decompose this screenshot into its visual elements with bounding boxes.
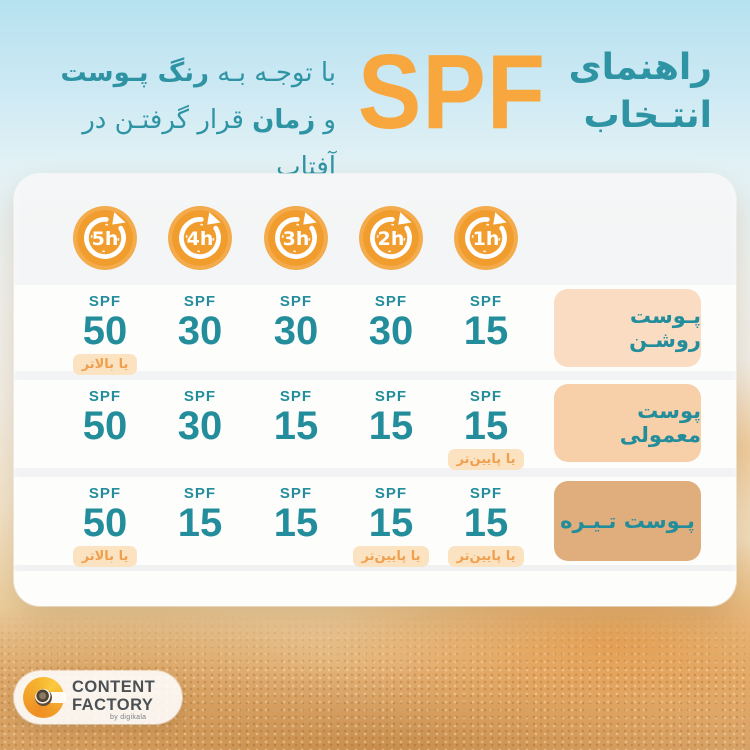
spf-cell: SPF 15 [250, 388, 342, 447]
or-higher-badge: یا بالاتر [72, 354, 138, 375]
or-lower-badge: یا پایین‌تر [447, 546, 525, 567]
spf-label: SPF [469, 293, 503, 310]
spf-label: SPF [88, 485, 122, 502]
spf-label: SPF [279, 485, 313, 502]
spf-cell: SPF 15 [154, 485, 246, 544]
spf-cell: SPF 15 یا پایین‌تر [345, 485, 437, 567]
logo-line2: FACTORY [72, 695, 154, 714]
spf-cell: SPF 50 یا بالاتر [59, 485, 151, 567]
spf-label: SPF [183, 388, 217, 405]
page-title-line1: راهنمای [568, 47, 712, 88]
spf-value: 15 [273, 501, 319, 545]
skin-type-light: پـوست روشـن [554, 289, 701, 367]
clock-3h-label: 3h [282, 228, 310, 250]
clock-icon-2h: 2h [358, 205, 424, 271]
clock-4h-label: 4h [186, 228, 214, 250]
spf-value: 30 [177, 404, 223, 448]
clock-4h-graphic [168, 206, 232, 270]
subtitle-line1: با توجـه بـه رنگ پـوست [60, 58, 337, 88]
spf-value: 15 [368, 501, 414, 545]
page-subtitle: با توجـه بـه رنگ پـوست و زمان قرار گرفتـ… [36, 50, 337, 191]
spf-value: 15 [177, 501, 223, 545]
spf-label: SPF [374, 388, 408, 405]
spf-cell: SPF 50 [59, 388, 151, 447]
spf-label: SPF [374, 485, 408, 502]
or-lower-badge: یا پایین‌تر [352, 546, 430, 567]
skin-type-dark: پـوست تـیـره [554, 481, 701, 561]
spf-cell: SPF 30 [154, 388, 246, 447]
spf-cell: SPF 30 [345, 293, 437, 352]
spf-cell: SPF 15 [440, 293, 532, 352]
card-footer-strip [14, 571, 736, 606]
clock-1h-label: 1h [472, 228, 500, 250]
spf-cell: SPF 15 [345, 388, 437, 447]
spf-label: SPF [279, 293, 313, 310]
spf-label: SPF [469, 485, 503, 502]
spf-label: SPF [374, 293, 408, 310]
clock-5h-graphic [73, 206, 137, 270]
clock-icon-5h: 5h [72, 205, 138, 271]
logo-byline: by digikala [110, 714, 147, 721]
c-notch [48, 692, 66, 703]
spf-value: 50 [82, 404, 128, 448]
spf-label: SPF [279, 388, 313, 405]
spf-label: SPF [88, 293, 122, 310]
table-row-light-skin: SPF 50 یا بالاتر SPF 30 SPF 30 SPF 30 SP… [14, 285, 736, 375]
camera-lens-icon [35, 689, 52, 706]
spf-cell: SPF 30 [154, 293, 246, 352]
clock-2h-label: 2h [377, 228, 405, 250]
clock-1h-graphic [454, 206, 518, 270]
spf-cell: SPF 15 یا پایین‌تر [440, 485, 532, 567]
page-title: راهنمای انتـخاب [532, 44, 712, 140]
table-row-normal-skin: SPF 50 SPF 30 SPF 15 SPF 15 SPF 15 یا پا… [14, 380, 736, 470]
content-factory-c-icon [23, 677, 66, 718]
spf-value: 15 [463, 404, 509, 448]
clock-5h-label: 5h [91, 228, 119, 250]
page-title-line2: انتـخاب [583, 95, 713, 136]
spf-cell: SPF 30 [250, 293, 342, 352]
spf-value: 30 [177, 309, 223, 353]
clock-icon-4h: 4h [167, 205, 233, 271]
skin-type-normal: پوست معمولی [554, 384, 701, 462]
spf-label: SPF [469, 388, 503, 405]
spf-value: 15 [463, 309, 509, 353]
spf-cell: SPF 15 یا پایین‌تر [440, 388, 532, 470]
spf-value: 50 [82, 501, 128, 545]
spf-guide-card: 5h 4h 3h 2h [14, 174, 736, 606]
spf-label: SPF [183, 293, 217, 310]
spf-value: 15 [273, 404, 319, 448]
spf-cell: SPF 50 یا بالاتر [59, 293, 151, 375]
spf-value: 30 [273, 309, 319, 353]
spf-value: 30 [368, 309, 414, 353]
spf-label: SPF [88, 388, 122, 405]
clock-icon-1h: 1h [453, 205, 519, 271]
or-higher-badge: یا بالاتر [72, 546, 138, 567]
clock-3h-graphic [264, 206, 328, 270]
spf-cell: SPF 15 [250, 485, 342, 544]
clock-icon-3h: 3h [263, 205, 329, 271]
spf-label: SPF [183, 485, 217, 502]
table-row-dark-skin: SPF 50 یا بالاتر SPF 15 SPF 15 SPF 15 یا… [14, 477, 736, 567]
logo-text: CONTENT FACTORY [72, 678, 156, 714]
logo-line1: CONTENT [72, 678, 156, 696]
spf-title: SPF [357, 33, 546, 151]
spf-value: 15 [463, 501, 509, 545]
clock-2h-graphic [359, 206, 423, 270]
content-factory-logo: CONTENT FACTORY by digikala [14, 671, 182, 724]
or-lower-badge: یا پایین‌تر [447, 449, 525, 470]
spf-value: 50 [82, 309, 128, 353]
spf-value: 15 [368, 404, 414, 448]
